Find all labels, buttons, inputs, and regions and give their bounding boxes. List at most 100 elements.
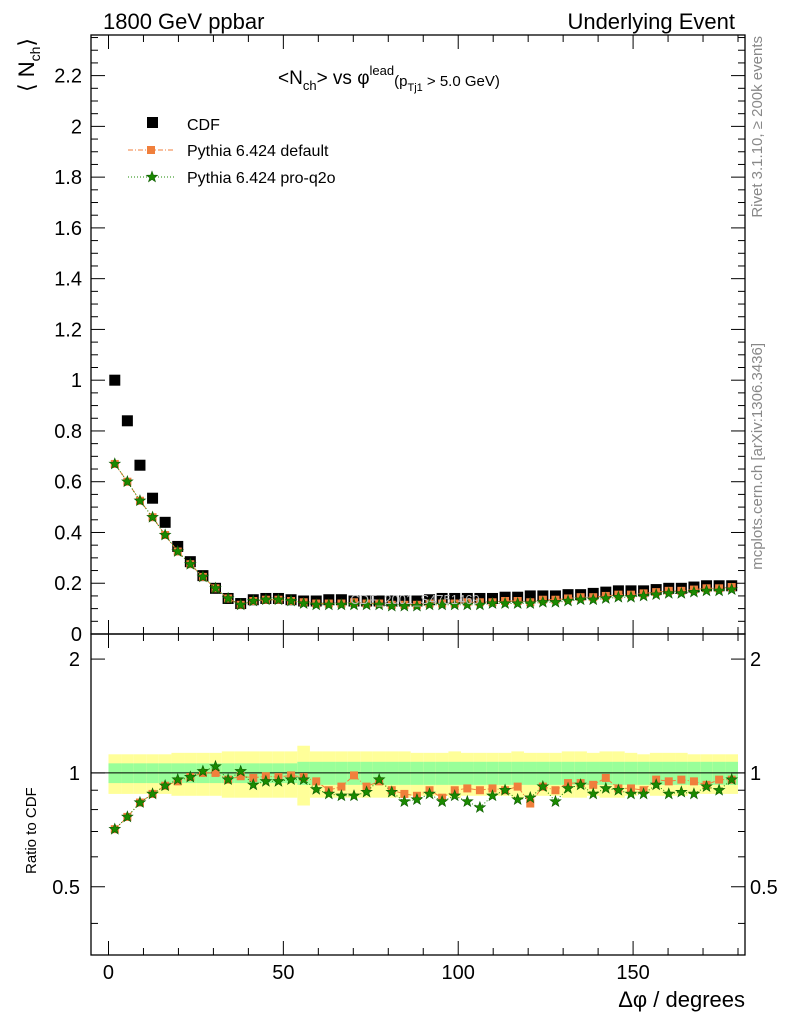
y-axis-label-ratio: Ratio to CDF [23,787,40,874]
pythia-proq2o-point [360,598,373,611]
pythia-proq2o-point [335,789,348,802]
pythia-proq2o-point [536,595,550,608]
pythia-proq2o-point [234,598,248,611]
y-tick-label: 2 [71,116,82,138]
pythia-proq2o-point [674,586,688,599]
pythia-proq2o-point [599,591,613,604]
pythia-proq2o-point [259,774,273,787]
pythia-proq2o-point [259,593,273,606]
pythia-proq2o-point [498,596,512,609]
pythia-proq2o-point [372,598,386,611]
pythia-proq2o-point [687,787,701,800]
pythia-proq2o-point [486,596,499,609]
pythia-proq2o-point [372,772,386,786]
ratio-y-tick-label-right: 2 [750,649,761,671]
pythia-proq2o-point [486,789,499,802]
pythia-proq2o-point [549,794,562,807]
analysis-watermark: CDF_2001_S4751469 [350,592,479,607]
pythia-proq2o-point [347,789,361,802]
y-tick-label: 0.8 [54,421,82,443]
pythia-proq2o-point [183,557,197,570]
pythia-proq2o-point [284,772,298,786]
plot-title: <Nch> vs φlead(pTj1 > 5.0 GeV) [278,63,500,94]
pythia-proq2o-point [108,822,122,835]
pythia-proq2o-point [183,770,197,783]
pythia-proq2o-point [410,792,424,806]
pythia-proq2o-point [612,783,625,796]
x-tick-label: 0 [103,962,114,984]
pythia-proq2o-point [460,598,474,611]
ratio-y-tick-label: 0.5 [52,877,80,899]
pythia-proq2o-point [309,598,323,611]
pythia-proq2o-point [700,779,713,793]
pythia-proq2o-point [398,794,411,807]
pythia-default-point [526,799,535,808]
series-pythia-proq2o [108,759,739,835]
pythia-default-point [211,768,220,777]
y-tick-label: 0 [71,624,82,646]
pythia-proq2o-point [700,584,713,597]
pythia-proq2o-point [624,590,638,603]
series-pythia-proq2o [108,457,739,612]
legend-entry-pythia-default: Pythia 6.424 default [128,143,329,160]
header-left: 1800 GeV ppbar [103,9,264,34]
pythia-proq2o-point [133,494,147,507]
pythia-proq2o-point [385,785,399,798]
pythia-proq2o-point [637,787,650,800]
pythia-proq2o-point [335,598,348,611]
cdf-point [159,516,171,528]
y-tick-label: 0.2 [54,573,82,595]
legend-entry-cdf: CDF [147,117,220,134]
x-tick-label: 50 [272,962,294,984]
y-tick-label: 1.2 [54,319,82,341]
header-right: Underlying Event [567,9,735,34]
pythia-default-point [475,786,484,795]
pythia-proq2o-point [133,795,147,808]
pythia-proq2o-point [423,598,436,611]
pythia-proq2o-point [574,778,587,791]
pythia-default-point [689,777,698,786]
pythia-proq2o-point [725,772,739,786]
pythia-proq2o-point [347,598,361,611]
ratio-y-tick-label-right: 1 [750,763,761,785]
pythia-proq2o-point [360,785,373,798]
series-line [114,463,732,606]
pythia-proq2o-point [309,782,323,795]
legend-marker-pythia-default [147,146,155,154]
main-plot-panel: 0 50 100 150 0 0.2 0.4 0.6 0.8 1 1.2 1.4 1.6 1.8 2 2.2 [54,34,746,984]
pythia-default-point [551,786,560,795]
series-line [114,463,732,607]
pythia-proq2o-point [674,785,688,798]
pythia-proq2o-point [511,792,525,806]
pythia-proq2o-point [637,589,650,602]
pythia-proq2o-point [272,774,285,787]
pythia-proq2o-point [498,783,512,796]
pythia-proq2o-point [158,779,172,792]
pythia-proq2o-point [662,787,676,800]
pythia-proq2o-point [234,764,248,777]
pythia-proq2o-point [121,810,134,823]
ratio-y-tick-label: 1 [69,763,80,785]
pythia-default-point [337,782,346,791]
pythia-proq2o-point [423,787,436,800]
pythia-proq2o-point [599,781,613,794]
pythia-proq2o-point [297,596,310,609]
pythia-proq2o-point [121,475,134,488]
x-tick-label: 100 [442,962,475,984]
pythia-default-point [589,780,598,789]
pythia-proq2o-point [221,772,235,786]
pythia-proq2o-point [171,544,185,557]
pythia-proq2o-point [536,779,550,793]
legend-label-cdf: CDF [187,117,220,134]
pythia-proq2o-point [146,510,159,523]
legend-marker-cdf [147,117,158,128]
pythia-proq2o-point [561,594,575,607]
legend-label-pythia-default: Pythia 6.424 default [187,143,329,160]
pythia-proq2o-point [297,772,310,786]
pythia-proq2o-point [272,593,285,606]
pythia-proq2o-point [712,584,726,597]
pythia-proq2o-point [460,794,474,807]
pythia-proq2o-point [398,599,411,612]
y-axis-label-main: ⟨ Nch⟩ [14,38,43,92]
